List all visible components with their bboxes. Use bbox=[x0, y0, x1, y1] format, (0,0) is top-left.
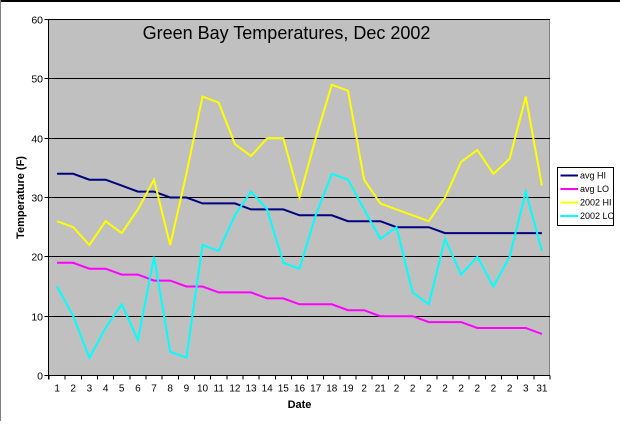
svg-text:40: 40 bbox=[31, 133, 43, 145]
svg-text:11: 11 bbox=[214, 384, 225, 395]
svg-text:4: 4 bbox=[103, 384, 109, 395]
svg-text:18: 18 bbox=[326, 384, 338, 395]
svg-text:2: 2 bbox=[410, 384, 416, 395]
svg-text:3: 3 bbox=[87, 384, 93, 395]
svg-text:Green Bay Temperatures, Dec 20: Green Bay Temperatures, Dec 2002 bbox=[143, 23, 431, 43]
svg-text:2: 2 bbox=[394, 384, 400, 395]
svg-text:avg LO: avg LO bbox=[580, 184, 609, 194]
svg-text:2002 HI: 2002 HI bbox=[580, 198, 612, 208]
svg-text:10: 10 bbox=[31, 311, 43, 323]
svg-text:2: 2 bbox=[458, 384, 464, 395]
svg-text:21: 21 bbox=[375, 384, 387, 395]
svg-text:5: 5 bbox=[119, 384, 125, 395]
svg-text:2: 2 bbox=[442, 384, 448, 395]
svg-text:7: 7 bbox=[151, 384, 157, 395]
svg-text:17: 17 bbox=[310, 384, 322, 395]
svg-text:30: 30 bbox=[31, 192, 43, 204]
svg-text:31: 31 bbox=[536, 384, 548, 395]
svg-text:9: 9 bbox=[184, 384, 190, 395]
svg-text:2: 2 bbox=[507, 384, 513, 395]
svg-text:20: 20 bbox=[31, 251, 43, 263]
svg-text:8: 8 bbox=[167, 384, 173, 395]
svg-text:6: 6 bbox=[135, 384, 141, 395]
svg-text:0: 0 bbox=[37, 370, 43, 382]
svg-text:3: 3 bbox=[523, 384, 529, 395]
svg-text:60: 60 bbox=[31, 14, 43, 26]
svg-text:50: 50 bbox=[31, 73, 43, 85]
svg-text:avg HI: avg HI bbox=[580, 171, 606, 181]
svg-text:13: 13 bbox=[245, 384, 257, 395]
svg-text:14: 14 bbox=[262, 384, 274, 395]
svg-text:1: 1 bbox=[54, 384, 60, 395]
svg-text:12: 12 bbox=[229, 384, 241, 395]
svg-text:2002 LO: 2002 LO bbox=[580, 211, 615, 221]
svg-text:2: 2 bbox=[491, 384, 497, 395]
svg-text:2: 2 bbox=[475, 384, 481, 395]
svg-text:Date: Date bbox=[288, 399, 312, 411]
svg-text:15: 15 bbox=[278, 384, 290, 395]
svg-text:2: 2 bbox=[70, 384, 76, 395]
svg-text:10: 10 bbox=[197, 384, 209, 395]
svg-text:Temperature (F): Temperature (F) bbox=[15, 156, 27, 239]
svg-text:2: 2 bbox=[361, 384, 367, 395]
svg-text:19: 19 bbox=[342, 384, 354, 395]
svg-text:2: 2 bbox=[426, 384, 432, 395]
svg-text:16: 16 bbox=[294, 384, 306, 395]
